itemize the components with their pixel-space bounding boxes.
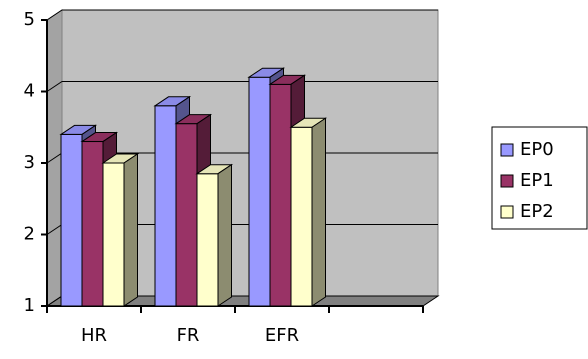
legend-label: EP2 (520, 201, 554, 222)
bar-front (154, 105, 177, 307)
bar-front (60, 133, 83, 307)
x-tick-label: FR (177, 325, 200, 346)
bar-side (123, 153, 138, 307)
bar-front (269, 83, 292, 307)
grid-line (46, 81, 438, 92)
bar-front (248, 76, 271, 307)
bar (289, 117, 328, 307)
y-tick-label: 1 (24, 295, 35, 316)
legend-label: EP1 (520, 170, 554, 191)
legend-swatch (500, 174, 514, 188)
x-tick-label: HR (81, 325, 107, 346)
bar-front (81, 141, 104, 307)
legend-swatch (500, 205, 514, 219)
bar (195, 163, 234, 307)
grid-line (46, 9, 438, 21)
y-tick-label: 2 (24, 224, 35, 245)
bar-front (196, 173, 219, 307)
legend-swatch (500, 143, 514, 157)
bar-side (311, 117, 326, 307)
bar-front (290, 126, 313, 307)
legend-label: EP0 (520, 139, 554, 160)
y-tick-label: 5 (24, 9, 35, 30)
bar-side (217, 163, 232, 307)
y-tick-label: 3 (24, 152, 35, 173)
bar (101, 153, 140, 307)
bar-front (175, 123, 198, 307)
x-tick-label: EFR (265, 325, 299, 346)
bar-front (102, 162, 125, 307)
y-tick-label: 4 (24, 81, 35, 102)
